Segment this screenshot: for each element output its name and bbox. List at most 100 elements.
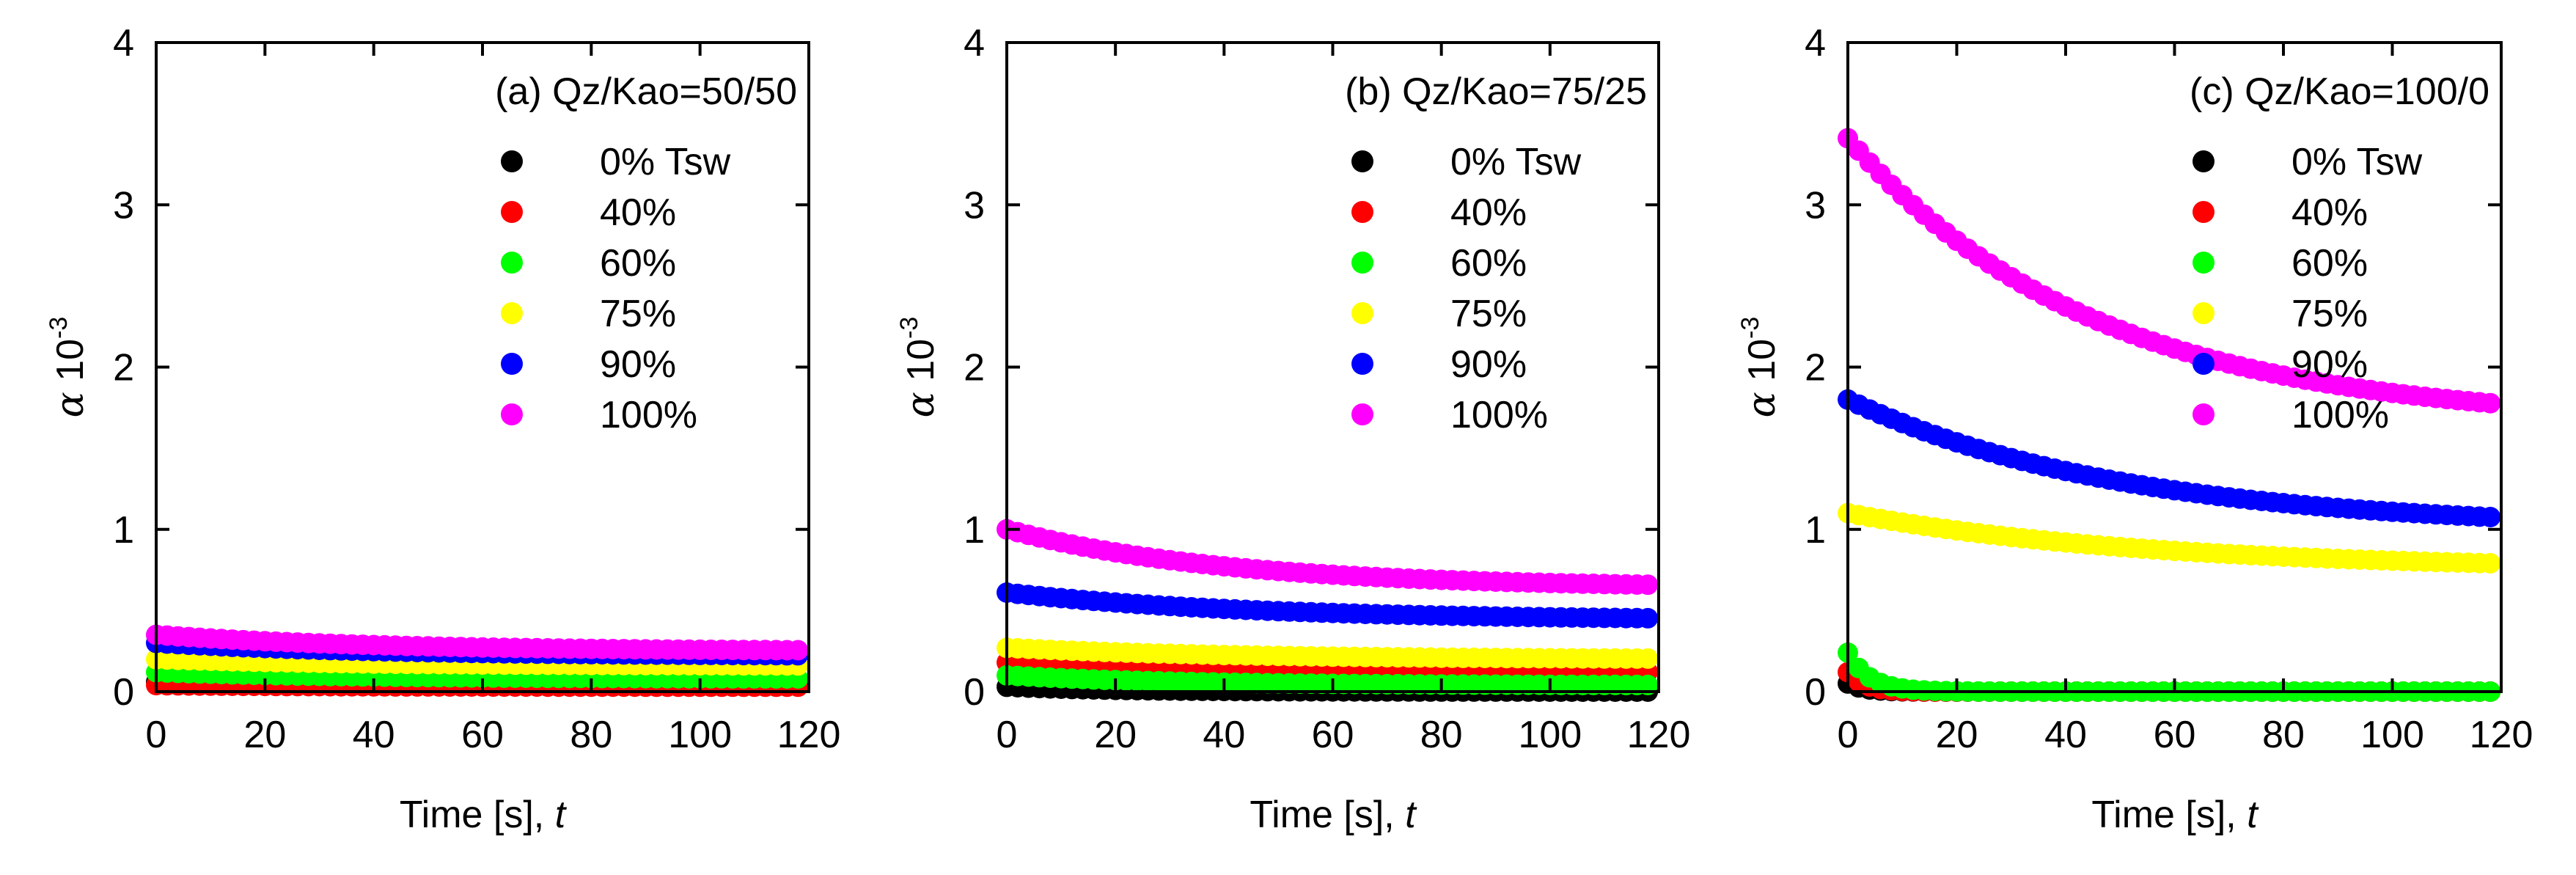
- legend-marker: [2192, 150, 2214, 172]
- y-tick-label: 1: [1805, 509, 1826, 552]
- legend-marker: [501, 201, 523, 223]
- series-6: [1838, 128, 2501, 414]
- series-4: [997, 637, 1659, 669]
- legend-marker: [1351, 201, 1373, 223]
- x-tick-label: 80: [1420, 714, 1463, 756]
- x-tick-label: 100: [1518, 714, 1582, 756]
- x-tick-label: 40: [1203, 714, 1245, 756]
- legend-marker: [501, 302, 523, 324]
- y-tick-label: 3: [113, 184, 134, 227]
- legend-label: 60%: [600, 242, 676, 285]
- x-tick-label: 100: [2360, 714, 2424, 756]
- legend-marker: [1351, 403, 1373, 425]
- y-tick-label: 0: [1805, 671, 1826, 714]
- legend-label: 40%: [600, 191, 676, 234]
- legend-label: 90%: [600, 343, 676, 386]
- x-tick-label: 60: [461, 714, 504, 756]
- y-tick-label: 1: [113, 509, 134, 552]
- legend-marker: [1351, 150, 1373, 172]
- legend-marker: [1351, 252, 1373, 274]
- legend-marker: [501, 353, 523, 375]
- series-6: [146, 624, 809, 661]
- legend-label: 90%: [1450, 343, 1527, 386]
- series-3: [997, 665, 1659, 695]
- legend-marker: [1351, 302, 1373, 324]
- y-axis-label: α 10-3: [895, 317, 943, 418]
- legend-marker: [2192, 201, 2214, 223]
- data-points: [997, 519, 1659, 702]
- series-3: [1838, 642, 2501, 702]
- x-tick-label: 120: [2470, 714, 2533, 756]
- data-point: [2480, 507, 2501, 527]
- panel-title: (c) Qz/Kao=100/0: [2190, 70, 2489, 113]
- x-tick-label: 40: [2044, 714, 2087, 756]
- legend-label: 75%: [2291, 293, 2368, 335]
- x-tick-label: 60: [1312, 714, 1354, 756]
- data-point: [1637, 648, 1659, 669]
- y-tick-label: 0: [113, 671, 134, 714]
- legend-label: 60%: [1450, 242, 1527, 285]
- x-tick-label: 0: [997, 714, 1018, 756]
- data-points: [146, 624, 809, 698]
- legend-label: 75%: [600, 293, 676, 335]
- x-tick-label: 80: [2262, 714, 2305, 756]
- panel-title: (b) Qz/Kao=75/25: [1345, 70, 1647, 113]
- legend-label: 0% Tsw: [600, 141, 731, 183]
- y-tick-label: 3: [1805, 184, 1826, 227]
- series-4: [1838, 502, 2501, 574]
- plot-frame: [155, 41, 810, 693]
- chart-panel-2: 0 20 40 60 80 100 120 0 1 2 3 4 Time [s], t α 10-3 (b)…: [895, 22, 1690, 836]
- legend-marker: [501, 252, 523, 274]
- data-points: [1838, 128, 2501, 702]
- series-5: [997, 582, 1659, 629]
- legend-label: 75%: [1450, 293, 1527, 335]
- chart-panel-1: 0 20 40 60 80 100 120 0 1 2 3 4 Time [s], t α 10-3 (a)…: [45, 22, 840, 836]
- y-tick-label: 2: [113, 347, 134, 389]
- y-tick-label: 0: [964, 671, 985, 714]
- legend-marker: [2192, 403, 2214, 425]
- x-tick-label: 20: [1094, 714, 1137, 756]
- x-tick-label: 0: [1838, 714, 1859, 756]
- y-tick-label: 4: [964, 22, 985, 65]
- y-tick-label: 2: [964, 347, 985, 389]
- data-point: [1637, 674, 1659, 695]
- x-tick-label: 0: [146, 714, 167, 756]
- panel-title: (a) Qz/Kao=50/50: [495, 70, 797, 113]
- legend-label: 0% Tsw: [2291, 141, 2423, 183]
- data-point: [2480, 553, 2501, 574]
- x-tick-label: 40: [353, 714, 395, 756]
- chart-panel-3: 0 20 40 60 80 100 120 0 1 2 3 4 Time [s], t α 10-3 (c)…: [1736, 22, 2533, 836]
- x-tick-label: 120: [1627, 714, 1691, 756]
- data-point: [1637, 574, 1659, 596]
- legend-marker: [2192, 353, 2214, 375]
- y-tick-label: 4: [113, 22, 134, 65]
- legend: 0% Tsw 40% 60% 75% 90% 100%: [2192, 141, 2423, 436]
- data-point: [2480, 392, 2501, 414]
- y-axis-label: α 10-3: [45, 317, 92, 418]
- legend-label: 100%: [1450, 394, 1548, 436]
- legend-marker: [501, 403, 523, 425]
- legend-label: 100%: [600, 394, 697, 436]
- legend-label: 40%: [1450, 191, 1527, 234]
- y-tick-label: 2: [1805, 347, 1826, 389]
- x-tick-label: 80: [570, 714, 612, 756]
- plot-frame: [1846, 41, 2503, 693]
- data-point: [788, 640, 809, 661]
- legend-label: 90%: [2291, 343, 2368, 386]
- series-5: [1838, 389, 2501, 527]
- legend: 0% Tsw 40% 60% 75% 90% 100%: [1351, 141, 1582, 436]
- x-tick-label: 60: [2154, 714, 2196, 756]
- y-axis-label: α 10-3: [1736, 317, 1784, 418]
- legend-marker: [2192, 302, 2214, 324]
- legend-marker: [501, 150, 523, 172]
- legend-label: 0% Tsw: [1450, 141, 1582, 183]
- x-tick-label: 20: [243, 714, 286, 756]
- y-tick-label: 1: [964, 509, 985, 552]
- x-tick-label: 100: [668, 714, 732, 756]
- legend-marker: [1351, 353, 1373, 375]
- legend-label: 100%: [2291, 394, 2389, 436]
- y-tick-label: 3: [964, 184, 985, 227]
- legend-marker: [2192, 252, 2214, 274]
- x-axis-label: Time [s], t: [400, 794, 568, 836]
